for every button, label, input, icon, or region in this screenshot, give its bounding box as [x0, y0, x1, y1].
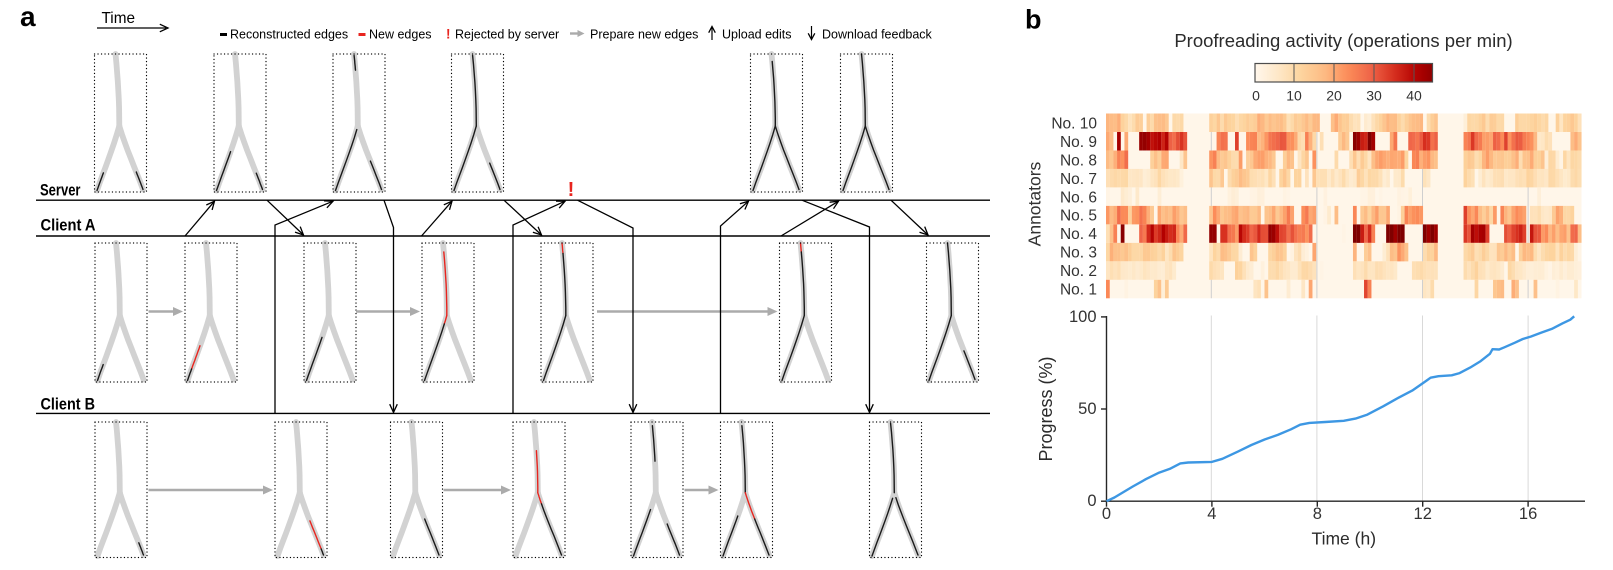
svg-text:0: 0: [1252, 88, 1260, 104]
svg-text:16: 16: [1519, 505, 1537, 523]
svg-text:Download feedback: Download feedback: [822, 28, 933, 42]
svg-text:0: 0: [1087, 492, 1096, 510]
svg-text:!: !: [446, 27, 451, 42]
svg-text:No. 5: No. 5: [1060, 208, 1097, 225]
svg-text:Client B: Client B: [41, 396, 96, 414]
svg-text:40: 40: [1406, 88, 1422, 104]
svg-text:No. 9: No. 9: [1060, 134, 1097, 151]
svg-text:20: 20: [1326, 88, 1342, 104]
svg-text:No. 8: No. 8: [1060, 152, 1097, 169]
svg-text:Time (h): Time (h): [1312, 529, 1377, 549]
svg-text:50: 50: [1078, 400, 1096, 418]
svg-text:8: 8: [1313, 505, 1322, 523]
svg-text:No. 1: No. 1: [1060, 282, 1097, 299]
svg-text:Prepare new edges: Prepare new edges: [590, 28, 698, 42]
svg-text:4: 4: [1207, 505, 1216, 523]
svg-text:a: a: [20, 1, 36, 32]
svg-text:No. 2: No. 2: [1060, 263, 1097, 280]
svg-text:Upload edits: Upload edits: [722, 28, 792, 42]
svg-text:No. 7: No. 7: [1060, 171, 1097, 188]
svg-text:!: !: [568, 179, 575, 201]
svg-text:100: 100: [1069, 308, 1097, 326]
svg-text:12: 12: [1414, 505, 1432, 523]
svg-text:Progress (%): Progress (%): [1036, 356, 1056, 461]
svg-text:Time: Time: [102, 10, 136, 27]
svg-text:10: 10: [1286, 88, 1302, 104]
svg-text:Client A: Client A: [41, 217, 96, 235]
svg-text:No. 4: No. 4: [1060, 226, 1097, 243]
svg-text:Server: Server: [40, 182, 81, 200]
svg-text:Annotators: Annotators: [1025, 161, 1045, 246]
svg-text:Rejected by server: Rejected by server: [455, 28, 559, 42]
svg-text:0: 0: [1102, 505, 1111, 523]
svg-text:Proofreading activity (operati: Proofreading activity (operations per mi…: [1174, 30, 1512, 51]
svg-text:No. 6: No. 6: [1060, 189, 1097, 206]
svg-text:Reconstructed edges: Reconstructed edges: [230, 28, 348, 42]
svg-text:b: b: [1025, 5, 1042, 35]
svg-text:New edges: New edges: [369, 28, 432, 42]
svg-text:No. 3: No. 3: [1060, 245, 1097, 262]
svg-text:No. 10: No. 10: [1051, 115, 1097, 132]
svg-text:30: 30: [1366, 88, 1382, 104]
